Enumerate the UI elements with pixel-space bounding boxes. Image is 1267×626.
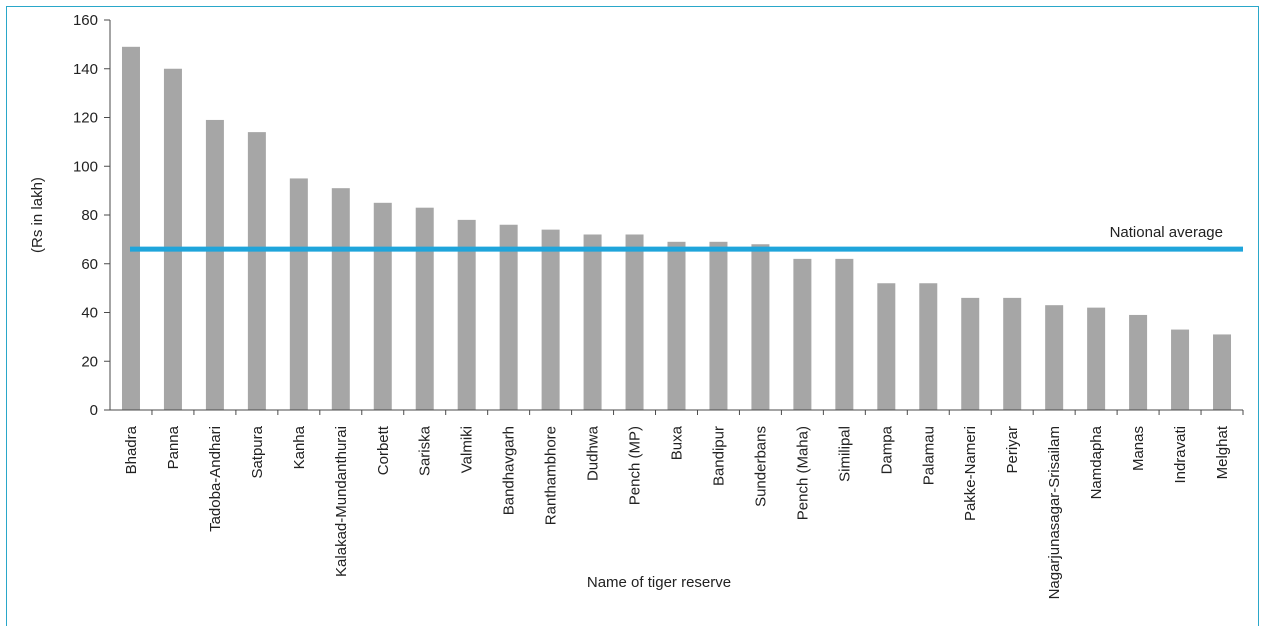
x-tick-label: Sunderbans (752, 426, 769, 507)
y-tick-label: 60 (81, 256, 98, 273)
bar (709, 241, 728, 410)
x-tick-label: Panna (165, 425, 182, 469)
bar (373, 202, 392, 410)
bar (457, 219, 476, 410)
bar (499, 224, 518, 410)
x-tick-label: Tadoba-Andhari (207, 426, 224, 532)
bar (1171, 329, 1190, 410)
x-tick-label: Pench (MP) (627, 426, 644, 505)
x-tick-label: Bandhavgarh (501, 426, 518, 515)
bar (583, 234, 602, 410)
x-tick-label: Dampa (878, 425, 895, 474)
bar (751, 244, 770, 410)
bar (919, 283, 938, 410)
chart-frame (6, 6, 1259, 626)
bar (247, 132, 266, 410)
y-axis: 0 20 40 60 80 100 120 140 160 (73, 12, 111, 419)
bar (961, 297, 980, 410)
x-tick-label: Satpura (249, 425, 266, 478)
bar (163, 68, 182, 410)
x-tick-label: Bandipur (710, 426, 727, 486)
x-tick-label: Bhadra (123, 425, 140, 474)
x-tick-label: Pakke-Nameri (962, 426, 979, 521)
bar (289, 178, 308, 410)
x-tick-label: Valmiki (459, 426, 476, 473)
bar (667, 241, 686, 410)
x-tick-label: Indravati (1172, 426, 1189, 484)
bars-group (121, 46, 1232, 410)
bar (877, 283, 896, 410)
y-axis-title: (Rs in lakh) (29, 177, 46, 253)
x-tick-label: Manas (1130, 426, 1147, 471)
x-tick-label: Nagarjunasagar-Srisailam (1046, 426, 1063, 599)
bar (625, 234, 644, 410)
x-tick-label: Ranthambhore (543, 426, 560, 525)
bar (835, 258, 854, 410)
x-axis-title: Name of tiger reserve (587, 574, 731, 591)
bar (1045, 305, 1064, 410)
bar (1003, 297, 1022, 410)
x-tick-label: Kalakad-Mundanthurai (333, 426, 350, 577)
x-tick-label: Corbett (375, 425, 392, 475)
y-tick-label: 160 (73, 12, 98, 29)
national-average-label: National average (1110, 224, 1223, 241)
x-tick-label: Similipal (836, 426, 853, 482)
bar (1213, 334, 1232, 410)
y-tick-label: 80 (81, 207, 98, 224)
x-tick-label: Periyar (1004, 426, 1021, 474)
y-tick-label: 20 (81, 353, 98, 370)
bar (1129, 314, 1148, 410)
bar (121, 46, 140, 410)
bar (541, 229, 560, 410)
x-tick-label: Palamau (920, 426, 937, 485)
bar (793, 258, 812, 410)
y-tick-label: 100 (73, 158, 98, 175)
bar (331, 188, 350, 410)
y-tick-label: 40 (81, 305, 98, 322)
x-tick-label: Buxa (669, 425, 686, 460)
x-axis: Bhadra Panna Tadoba-Andhari Satpura Kanha Kal… (110, 409, 1244, 599)
bar (1087, 307, 1106, 410)
x-tick-label: Namdapha (1088, 425, 1105, 499)
x-tick-label: Melghat (1214, 425, 1231, 479)
x-tick-label: Pench (Maha) (794, 426, 811, 520)
y-tick-label: 140 (73, 61, 98, 78)
x-tick-label: Dudhwa (585, 425, 602, 481)
x-tick-label: Sariska (417, 425, 434, 476)
y-tick-label: 120 (73, 110, 98, 127)
y-tick-label: 0 (90, 402, 98, 419)
bar (205, 119, 224, 410)
bar (415, 207, 434, 410)
x-tick-label: Kanha (291, 425, 308, 469)
